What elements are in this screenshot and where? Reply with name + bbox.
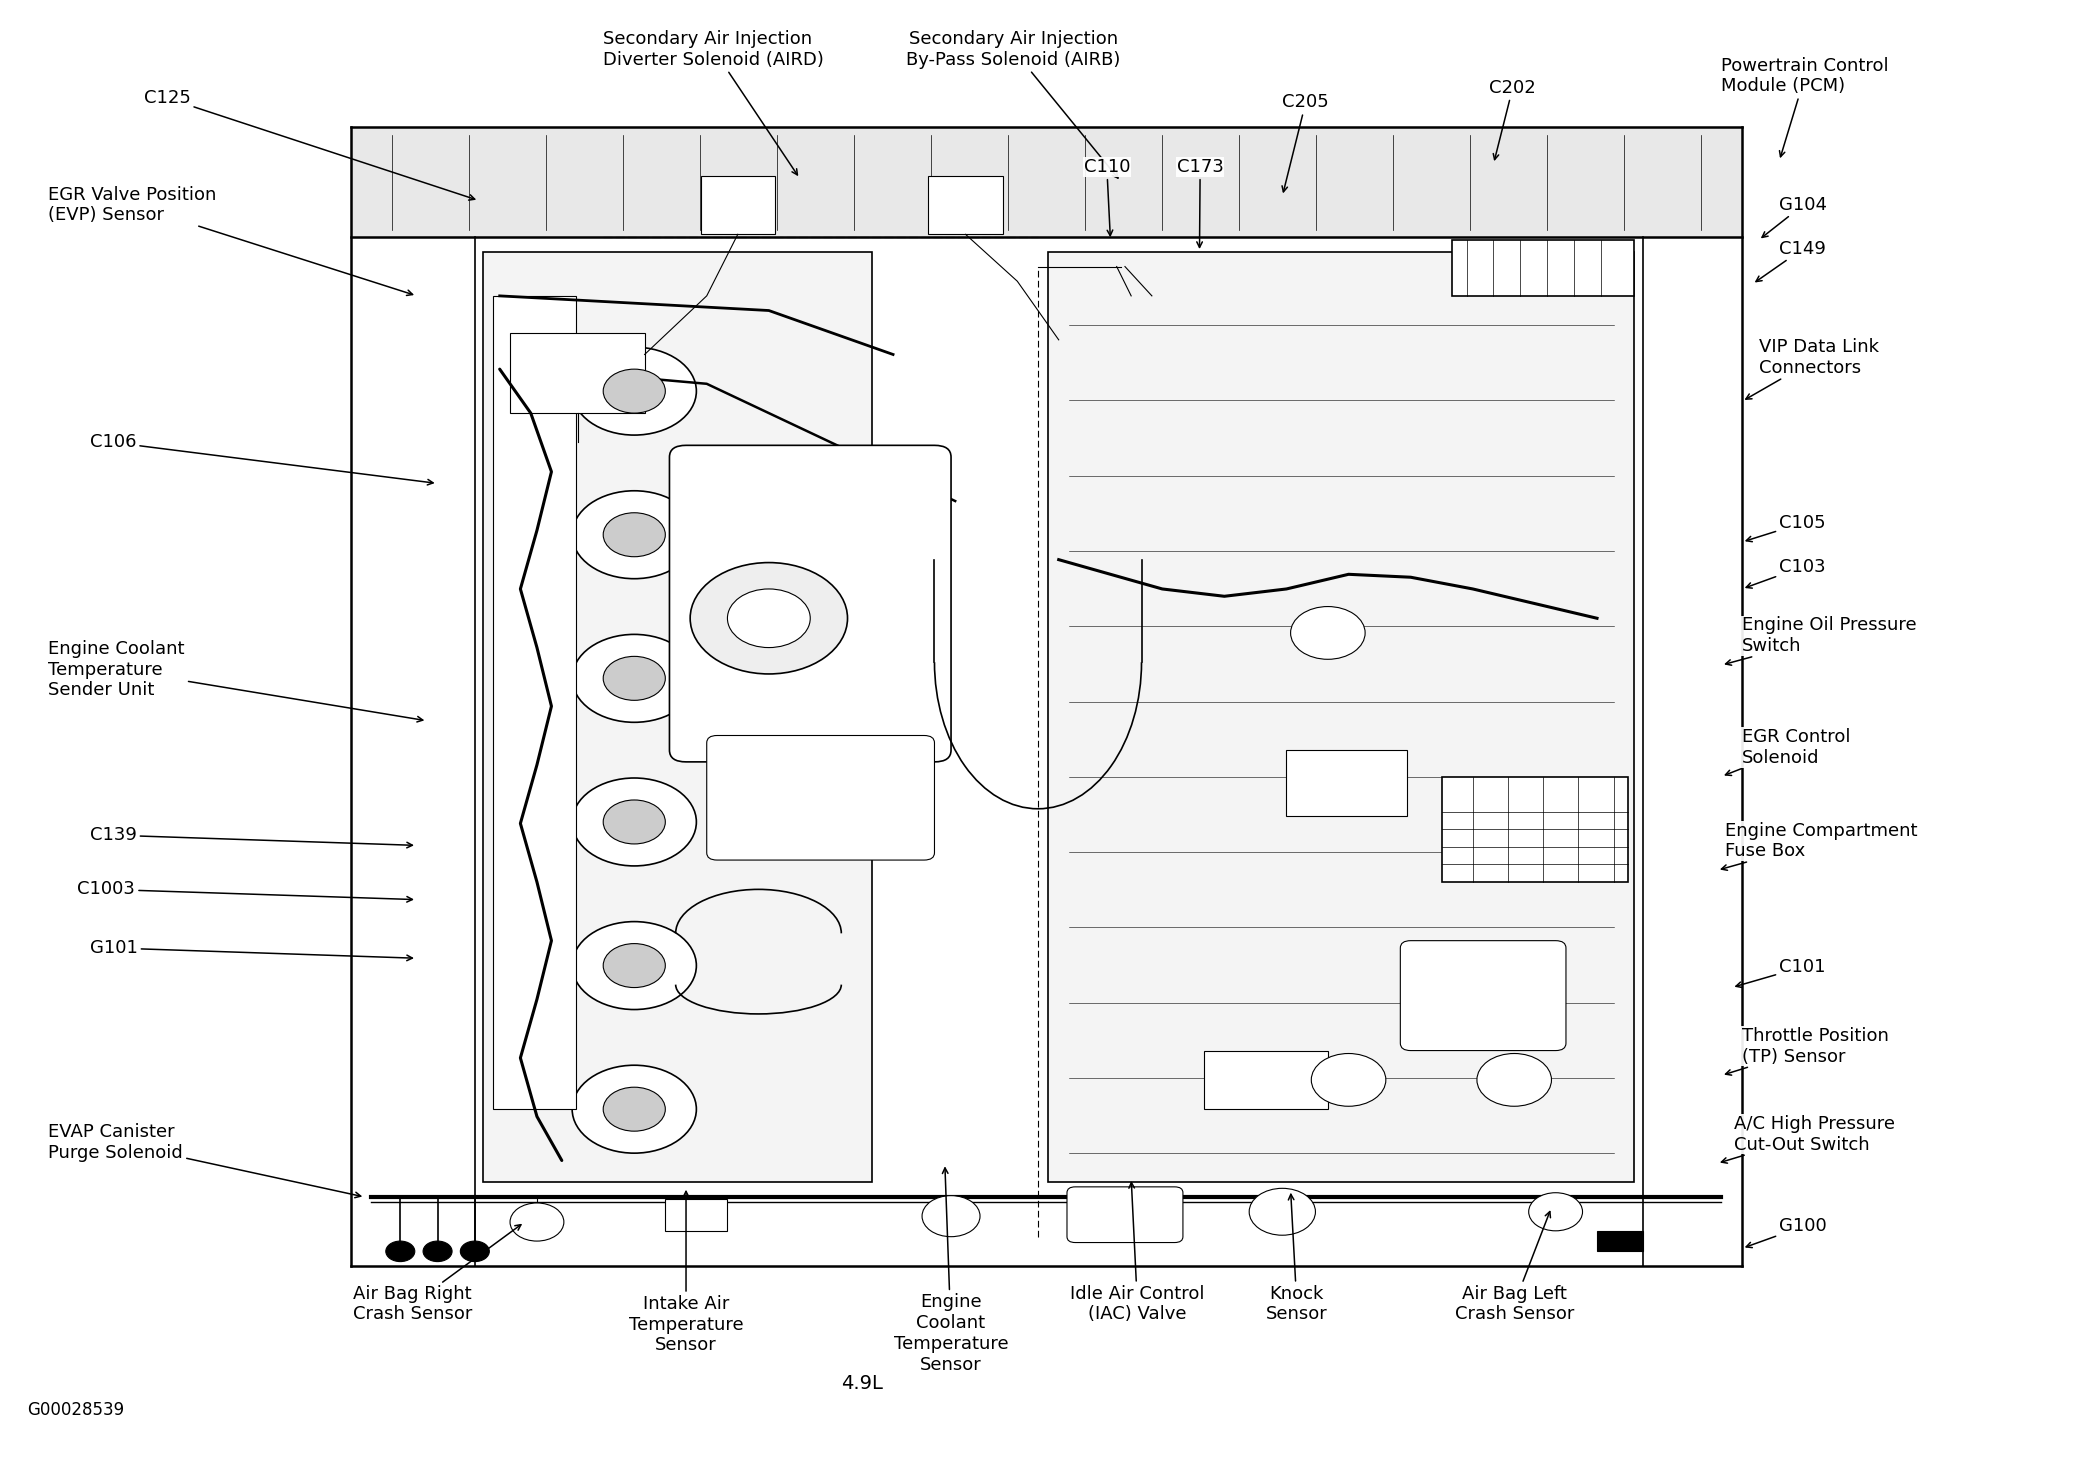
Circle shape <box>604 800 664 844</box>
Circle shape <box>1250 1189 1316 1236</box>
Circle shape <box>604 1087 664 1131</box>
Text: Air Bag Right
Crash Sensor: Air Bag Right Crash Sensor <box>353 1225 521 1324</box>
Bar <box>928 175 1003 234</box>
Circle shape <box>573 491 695 578</box>
Text: Engine Oil Pressure
Switch: Engine Oil Pressure Switch <box>1725 616 1916 665</box>
Circle shape <box>922 1196 980 1237</box>
Bar <box>1596 1231 1642 1252</box>
Bar <box>494 296 577 1109</box>
FancyBboxPatch shape <box>668 446 951 762</box>
Text: Idle Air Control
(IAC) Valve: Idle Air Control (IAC) Valve <box>1069 1183 1204 1324</box>
Circle shape <box>604 513 664 556</box>
Text: G00028539: G00028539 <box>27 1400 125 1418</box>
Text: C103: C103 <box>1746 558 1827 588</box>
Text: Air Bag Left
Crash Sensor: Air Bag Left Crash Sensor <box>1455 1212 1574 1324</box>
Text: G104: G104 <box>1763 196 1827 237</box>
Circle shape <box>511 1203 565 1242</box>
Circle shape <box>424 1242 453 1262</box>
Text: Engine
Coolant
Temperature
Sensor: Engine Coolant Temperature Sensor <box>895 1168 1009 1374</box>
FancyBboxPatch shape <box>1067 1187 1183 1243</box>
Text: Throttle Position
(TP) Sensor: Throttle Position (TP) Sensor <box>1725 1027 1889 1075</box>
Text: C149: C149 <box>1756 240 1827 281</box>
Circle shape <box>604 943 664 987</box>
Text: C101: C101 <box>1736 958 1825 987</box>
Text: C1003: C1003 <box>77 880 413 902</box>
Text: C110: C110 <box>1084 157 1129 235</box>
Text: Secondary Air Injection
By-Pass Solenoid (AIRB): Secondary Air Injection By-Pass Solenoid… <box>905 31 1121 178</box>
Text: A/C High Pressure
Cut-Out Switch: A/C High Pressure Cut-Out Switch <box>1721 1115 1895 1164</box>
Text: C202: C202 <box>1488 79 1536 160</box>
Circle shape <box>573 634 695 722</box>
Circle shape <box>727 588 810 647</box>
Text: EVAP Canister
Purge Solenoid: EVAP Canister Purge Solenoid <box>48 1124 361 1197</box>
Circle shape <box>1291 606 1366 659</box>
Circle shape <box>573 1065 695 1153</box>
Text: C106: C106 <box>89 434 434 485</box>
Bar <box>1048 252 1634 1183</box>
Text: Engine Compartment
Fuse Box: Engine Compartment Fuse Box <box>1721 822 1918 871</box>
Circle shape <box>604 656 664 700</box>
Bar <box>1451 240 1634 296</box>
FancyBboxPatch shape <box>706 736 934 861</box>
Text: Powertrain Control
Module (PCM): Powertrain Control Module (PCM) <box>1721 57 1889 157</box>
Text: Engine Coolant
Temperature
Sender Unit: Engine Coolant Temperature Sender Unit <box>48 640 424 722</box>
Circle shape <box>573 778 695 866</box>
Text: C125: C125 <box>143 90 475 200</box>
Text: C205: C205 <box>1283 94 1329 191</box>
Circle shape <box>604 369 664 413</box>
Circle shape <box>689 562 847 674</box>
Text: Secondary Air Injection
Diverter Solenoid (AIRD): Secondary Air Injection Diverter Solenoi… <box>604 31 824 175</box>
Circle shape <box>573 347 695 435</box>
Bar <box>511 332 646 413</box>
Bar <box>664 1199 727 1231</box>
Bar <box>1204 1050 1329 1109</box>
Bar <box>700 175 774 234</box>
Text: G101: G101 <box>89 938 413 961</box>
Circle shape <box>461 1242 490 1262</box>
Text: VIP Data Link
Connectors: VIP Data Link Connectors <box>1746 338 1879 399</box>
FancyBboxPatch shape <box>1401 940 1565 1050</box>
Text: Knock
Sensor: Knock Sensor <box>1266 1194 1329 1324</box>
Text: 4.9L: 4.9L <box>841 1374 882 1393</box>
Circle shape <box>386 1242 415 1262</box>
Bar <box>1287 750 1408 816</box>
Text: C139: C139 <box>89 827 413 847</box>
Text: Intake Air
Temperature
Sensor: Intake Air Temperature Sensor <box>629 1192 743 1355</box>
Text: C173: C173 <box>1177 157 1223 247</box>
Circle shape <box>1312 1053 1387 1106</box>
Text: C105: C105 <box>1746 513 1827 541</box>
Text: EGR Control
Solenoid: EGR Control Solenoid <box>1725 728 1850 775</box>
Bar <box>1441 777 1628 883</box>
Circle shape <box>573 922 695 1009</box>
Circle shape <box>1528 1193 1582 1231</box>
Text: G100: G100 <box>1746 1218 1827 1247</box>
Circle shape <box>1476 1053 1551 1106</box>
Text: EGR Valve Position
(EVP) Sensor: EGR Valve Position (EVP) Sensor <box>48 185 413 296</box>
Bar <box>484 252 872 1183</box>
